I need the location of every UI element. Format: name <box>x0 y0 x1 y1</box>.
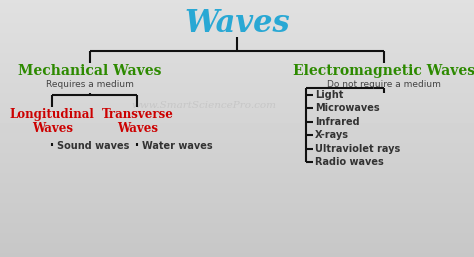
Text: Water waves: Water waves <box>142 142 213 151</box>
Text: Do not require a medium: Do not require a medium <box>327 80 441 89</box>
Text: Ultraviolet rays: Ultraviolet rays <box>315 144 401 153</box>
Text: Requires a medium: Requires a medium <box>46 80 134 89</box>
Text: www.SmartSciencePro.com: www.SmartSciencePro.com <box>131 101 276 110</box>
Text: Light: Light <box>315 90 344 100</box>
Text: Radio waves: Radio waves <box>315 157 384 167</box>
Text: Microwaves: Microwaves <box>315 104 380 113</box>
Text: Mechanical Waves: Mechanical Waves <box>18 64 162 78</box>
Text: Infrared: Infrared <box>315 117 360 127</box>
Text: Waves: Waves <box>184 8 290 39</box>
Text: Sound waves: Sound waves <box>57 142 129 151</box>
Text: Transverse
Waves: Transverse Waves <box>101 108 173 135</box>
Text: Longitudinal
Waves: Longitudinal Waves <box>10 108 94 135</box>
Text: X-rays: X-rays <box>315 130 349 140</box>
Text: Electromagnetic Waves: Electromagnetic Waves <box>293 64 474 78</box>
